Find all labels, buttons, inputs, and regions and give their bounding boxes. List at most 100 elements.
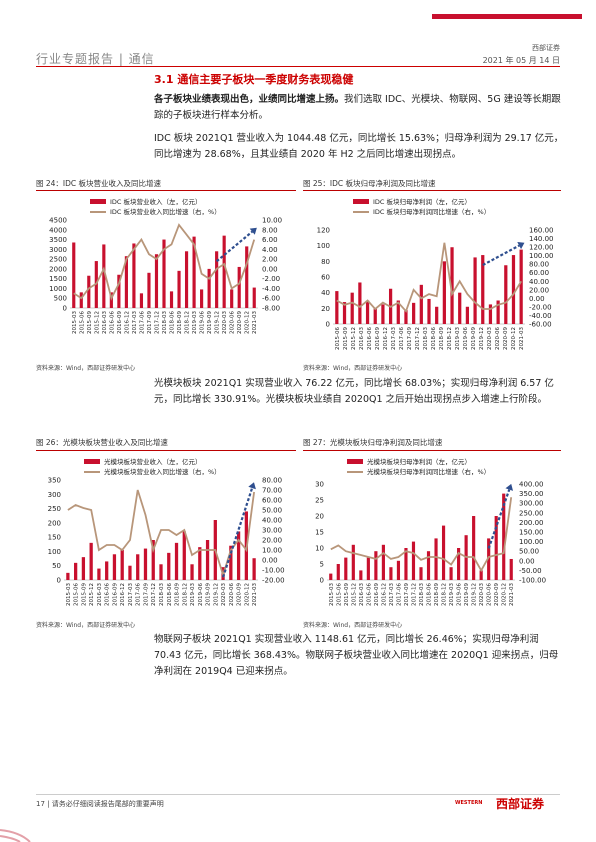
fig26-title-rule	[36, 450, 296, 451]
bar	[359, 570, 363, 580]
x-tick-label: 2018-12	[185, 311, 191, 334]
x-tick-label: 2019-03	[449, 583, 455, 606]
bar	[473, 257, 477, 324]
x-tick-label: 2017-03	[132, 311, 138, 334]
x-tick-label: 2017-12	[415, 327, 421, 350]
bar	[435, 306, 439, 324]
fig27-source: 资料来源：Wind，西部证券研发中心	[303, 622, 403, 629]
page-number: 17	[36, 800, 45, 808]
bar	[105, 561, 109, 580]
y-right-tick-label: 200.00	[519, 519, 544, 527]
footer-logo-english: WESTERN	[455, 800, 483, 806]
legend-line-label: 光模块板块归母净利润同比增速（右，%）	[367, 467, 490, 476]
trend-arrow-head	[517, 242, 525, 250]
x-tick-label: 2018-03	[419, 583, 425, 606]
x-tick-label: 2020-12	[244, 583, 250, 606]
x-tick-label: 2017-09	[404, 583, 410, 606]
bar	[81, 557, 86, 580]
x-tick-label: 2017-09	[407, 327, 413, 350]
y-left-tick-label: 1500	[49, 275, 67, 283]
y-left-tick-label: 0	[326, 321, 330, 329]
bar	[124, 256, 128, 308]
y-right-tick-label: 80.00	[529, 261, 549, 269]
bar	[342, 302, 347, 324]
legend-bar-swatch	[353, 199, 369, 204]
bar	[366, 557, 370, 580]
header-date: 2021 年 05 月 14 日	[482, 56, 560, 65]
y-right-tick-label: -8.00	[262, 305, 280, 313]
fig24-source: 资料来源：Wind，西部证券研发中心	[36, 365, 136, 372]
y-right-tick-label: 20.00	[529, 286, 549, 294]
fig25-chart: IDC 板块归母净利润（左，亿元）IDC 板块归母净利润同比增速（右，%） 0 20…	[317, 197, 554, 350]
x-tick-label: 2015-12	[351, 327, 357, 350]
x-tick-label: 2016-12	[383, 327, 389, 350]
y-right-tick-label: -4.00	[262, 285, 280, 293]
x-tick-label: 2020-03	[222, 311, 228, 334]
x-tick-label: 2020-09	[494, 583, 500, 606]
legend-line-label: IDC 板块归母净利润同比增速（右，%）	[373, 207, 490, 216]
x-tick-label: 2020-03	[479, 583, 485, 606]
bar	[120, 550, 124, 580]
fig27-title-rule	[303, 450, 561, 451]
x-tick-label: 2020-06	[495, 327, 501, 350]
bar	[487, 538, 491, 580]
x-tick-label: 2019-03	[455, 327, 461, 350]
bar	[143, 548, 148, 580]
x-tick-label: 2021-03	[519, 327, 525, 350]
bar	[182, 531, 186, 580]
bar	[136, 554, 140, 580]
bar	[174, 542, 179, 580]
y-left-tick-label: 60	[321, 274, 330, 282]
x-tick-label: 2017-09	[147, 311, 153, 334]
x-tick-label: 2016-06	[109, 311, 115, 334]
y-right-tick-label: 30.00	[262, 527, 282, 535]
bar	[245, 246, 249, 308]
x-tick-label: 2018-03	[162, 311, 168, 334]
x-tick-label: 2016-12	[381, 583, 387, 606]
y-right-tick-label: 0.00	[519, 557, 535, 565]
x-tick-label: 2016-12	[120, 583, 126, 606]
x-tick-label: 2017-09	[143, 583, 149, 606]
x-tick-label: 2020-09	[503, 327, 509, 350]
bar	[412, 302, 416, 324]
fig27-chart: 光模块板块归母净利润（左，亿元）光模块板块归母净利润同比增速（右，%） 0 5 10 1…	[315, 457, 546, 606]
legend-bar-swatch	[90, 199, 106, 204]
x-tick-label: 2018-12	[447, 327, 453, 350]
bar	[404, 309, 408, 324]
y-left-tick-label: 150	[48, 534, 61, 542]
x-tick-label: 2019-06	[198, 583, 204, 606]
x-tick-label: 2016-03	[102, 311, 108, 334]
x-tick-label: 2018-06	[427, 583, 433, 606]
growth-line	[67, 489, 255, 579]
bar	[465, 306, 470, 324]
bar	[458, 292, 462, 324]
x-tick-label: 2020-12	[245, 311, 251, 334]
bar	[396, 560, 401, 580]
bar	[427, 298, 431, 324]
x-tick-label: 2015-12	[351, 583, 357, 606]
x-tick-label: 2020-03	[221, 583, 227, 606]
y-left-tick-label: 20	[321, 305, 330, 313]
fig25-title: 图 25：IDC 板块归母净利润及同比增速	[303, 179, 436, 188]
section-title: 3.1 通信主要子板块一季度财务表现稳健	[154, 73, 354, 86]
fig27-title: 图 27：光模块板块归母净利润及同比增速	[303, 438, 443, 447]
footer-logo: 西部证券	[496, 797, 545, 811]
bar	[419, 284, 423, 324]
x-tick-label: 2019-09	[207, 311, 213, 334]
y-left-tick-label: 25	[315, 497, 324, 505]
bar	[472, 516, 476, 580]
header-brand: 西部证券	[532, 44, 560, 52]
x-tick-label: 2020-06	[229, 583, 235, 606]
x-tick-label: 2019-06	[200, 311, 206, 334]
idc-paragraph: IDC 板块 2021Q1 营业收入为 1044.48 亿元，同比增长 15.6…	[154, 133, 564, 160]
bar	[404, 548, 408, 580]
legend-bar-label: 光模块板块营业收入（左，亿元）	[104, 457, 202, 466]
y-left-tick-label: 0	[320, 577, 324, 585]
y-right-tick-label: -10.00	[262, 567, 285, 575]
fig24-title: 图 24：IDC 板块营业收入及同比增速	[36, 179, 162, 188]
bar	[205, 540, 210, 580]
x-tick-label: 2020-06	[230, 311, 236, 334]
y-left-tick-label: 350	[48, 477, 61, 485]
bar	[112, 554, 117, 580]
bar	[169, 291, 174, 308]
